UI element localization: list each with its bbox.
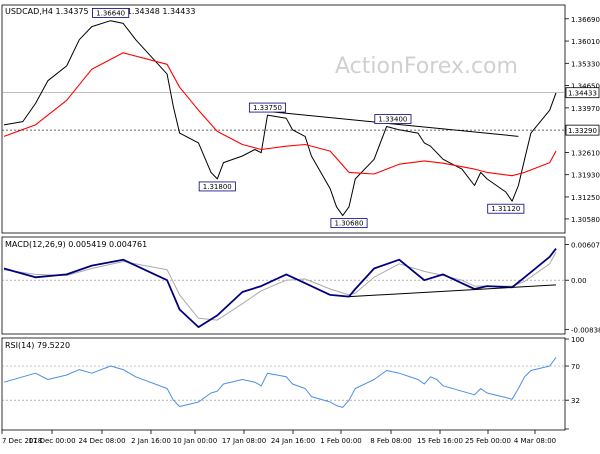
rsi-line (3, 357, 557, 408)
price-panel: USDCAD,H4 1.34375 1.34441 1.34348 1.3443… (1, 4, 600, 234)
macd-series (3, 248, 557, 329)
macd-trendline-segment (348, 284, 557, 298)
price-y-tick-label: 1.36690 (571, 16, 600, 24)
price-horizontal-lines (2, 92, 565, 131)
price-annotation-box (330, 218, 368, 229)
price-annotation-box (92, 8, 130, 18)
price-level-tag-box (565, 124, 600, 136)
rsi-level-lines (2, 365, 565, 401)
price-annotation-label: 1.36640 (96, 9, 125, 17)
watermark: ActionForex.com (335, 54, 518, 79)
moving-average-line (3, 52, 557, 177)
x-tick-label: 17 Dec 00:00 (28, 437, 75, 445)
price-annotation-label: 1.31800 (203, 183, 232, 191)
price-series (3, 20, 557, 217)
price-annotation-box (198, 181, 236, 192)
x-tick-label: 1 Feb 00:00 (320, 437, 361, 445)
signal-line (3, 251, 557, 321)
price-y-tick-label: 1.34650 (571, 83, 600, 91)
rsi-panel-frame (1, 337, 566, 431)
x-tick-label: 15 Feb 16:00 (417, 437, 463, 445)
price-y-tick-label: 1.35330 (571, 60, 600, 68)
price-annotations: 1.36640 1.31800 1.33750 1.30680 1.33400 1.311… (92, 8, 525, 229)
macd-y-tick-label: 0.006077 (571, 242, 600, 250)
x-tick-label: 24 Jan 16:00 (271, 437, 315, 445)
macd-panel: MACD(12,26,9) 0.005419 0.004761 0.006077… (1, 236, 600, 335)
macd-y-tick-label: -0.008381 (571, 326, 600, 334)
price-y-tick-label: 1.36010 (571, 38, 600, 46)
price-annotation-box (374, 114, 412, 124)
macd-y-axis: 0.006077 0.00 -0.008381 (565, 242, 600, 334)
rsi-y-axis: 100 70 32 (565, 336, 584, 430)
rsi-y-tick-label: 32 (571, 397, 580, 405)
x-tick-label: 7 Dec 2018 (2, 437, 42, 445)
x-tick-label: 8 Feb 08:00 (370, 437, 411, 445)
x-tick-label: 4 Mar 08:00 (514, 437, 556, 445)
price-level-tag-label: 1.33290 (568, 127, 597, 135)
price-level-tags: 1.34433 1.33290 (565, 87, 600, 136)
price-annotation-label: 1.33750 (253, 104, 282, 112)
price-y-tick-label: 1.31930 (571, 172, 600, 180)
price-y-tick-label: 1.30580 (571, 216, 600, 224)
price-annotation-label: 1.30680 (335, 220, 364, 228)
macd-panel-title: MACD(12,26,9) 0.005419 0.004761 (5, 240, 147, 249)
rsi-y-tick-label: 70 (571, 363, 580, 371)
price-level-tag-label: 1.34433 (568, 90, 597, 98)
macd-line (3, 248, 557, 329)
price-line (3, 20, 557, 217)
price-annotation-box (487, 203, 525, 214)
x-tick-label: 10 Jan 00:00 (173, 437, 217, 445)
macd-panel-frame (1, 236, 566, 335)
rsi-panel: RSI(14) 79.5220 100 70 32 (1, 336, 584, 431)
x-tick-label: 17 Jan 08:00 (222, 437, 266, 445)
x-tick-label: 2 Jan 16:00 (131, 437, 171, 445)
price-y-tick-label: 1.33970 (571, 105, 600, 113)
x-tick-label: 24 Dec 08:00 (78, 437, 125, 445)
price-annotation-box (248, 102, 286, 113)
price-level-tag-box (565, 87, 600, 99)
price-panel-frame (1, 4, 566, 234)
macd-trendline (348, 284, 557, 298)
macd-y-tick-label: 0.00 (571, 277, 587, 285)
x-tick-label: 25 Feb 00:00 (465, 437, 511, 445)
price-annotation-label: 1.31120 (491, 205, 520, 213)
price-y-tick-label: 1.31250 (571, 194, 600, 202)
price-annotation-label: 1.33400 (378, 116, 407, 124)
rsi-series (3, 357, 557, 408)
rsi-y-tick-label: 100 (571, 336, 584, 344)
price-y-tick-label: 1.32610 (571, 149, 600, 157)
rsi-panel-title: RSI(14) 79.5220 (5, 341, 70, 350)
